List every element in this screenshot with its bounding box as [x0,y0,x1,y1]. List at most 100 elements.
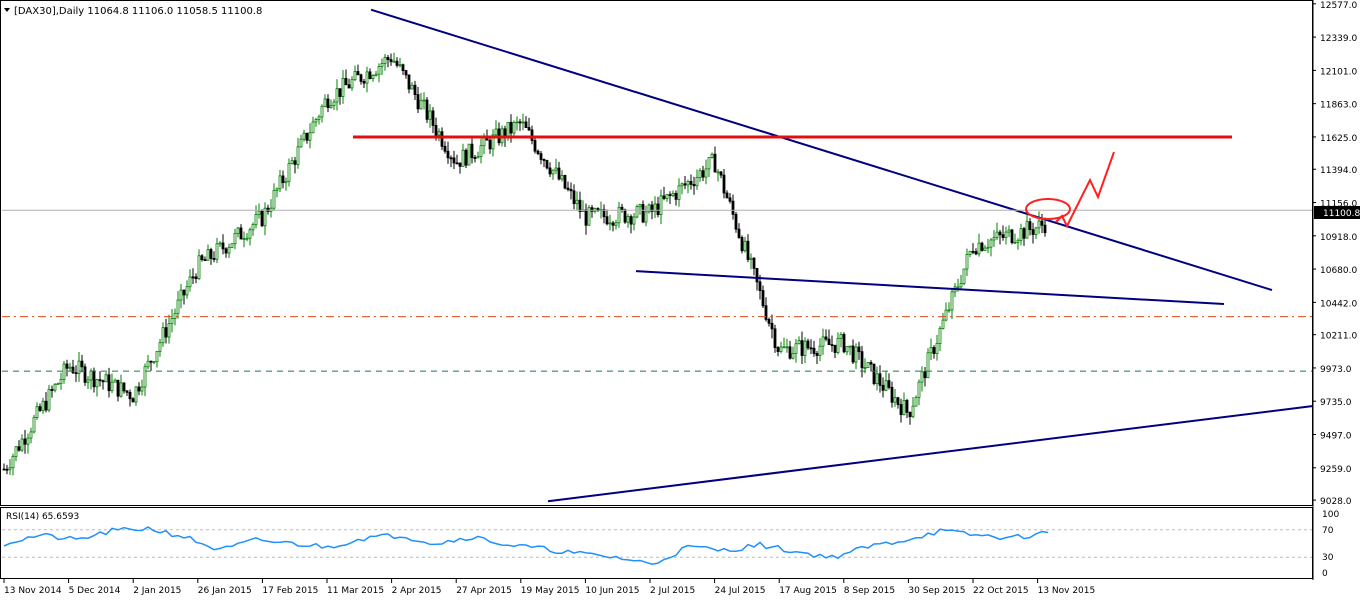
candle-body [23,438,27,445]
candle-body [416,94,420,110]
candle-body [437,131,441,136]
rsi-level-70: 70 [1322,526,1334,536]
candle-body [221,242,225,250]
candle-body [1034,227,1038,235]
candle-body [1013,241,1017,244]
time-tick-label: 2 Jan 2015 [133,586,181,596]
candle-body [431,110,435,126]
candle-body [755,268,759,283]
candle-body [1031,229,1035,235]
price-tick-label: 10918.0 [1320,233,1357,243]
candle-body [29,431,33,439]
candle-body [749,257,753,260]
candle-body [413,84,417,95]
candle-body [647,204,651,213]
candle-body [248,229,252,239]
candle-body [203,259,207,262]
time-tick-label: 22 Oct 2015 [973,586,1029,596]
candle-body [896,397,900,405]
candle-body [242,238,246,240]
candle-body [254,214,258,226]
price-tick-label: 11863.0 [1320,101,1357,111]
candle-body [776,347,780,352]
candle-body [464,149,468,166]
candle-body [1022,228,1026,239]
candle-body [674,192,678,200]
candle-body [611,222,615,226]
candle-body [668,194,672,196]
candle-body [305,132,309,141]
candle-body [80,360,84,368]
candle-body [785,346,789,349]
candle-body [191,276,195,279]
candle-body [638,204,642,208]
current-price-tag [1314,206,1360,219]
candle-body [926,352,930,379]
candle-body [815,353,819,356]
candle-body [170,318,174,325]
candle-body [959,283,963,288]
candle-body [992,237,996,241]
candle-body [419,99,423,110]
candle-body [467,143,471,166]
time-tick-label: 10 Jun 2015 [585,586,639,596]
candle-body [1001,234,1005,238]
time-tick-label: 5 Dec 2014 [69,586,121,596]
candle-body [989,239,993,248]
candle-body [917,381,921,398]
candle-body [722,174,726,194]
candle-body [365,71,369,84]
time-tick-label: 13 Nov 2015 [1038,586,1096,596]
candle-body [767,319,771,324]
time-tick-label: 11 Mar 2015 [327,586,384,596]
candle-body [536,150,540,155]
candle-body [173,312,177,319]
annotation-layer [1025,151,1115,229]
chart-menu-icon[interactable] [4,8,10,12]
candle-body [623,209,627,223]
candle-body [233,232,237,245]
candle-body [518,121,522,124]
candle-body [677,185,681,200]
candle-body [566,187,570,190]
candle-body [851,345,855,363]
candle-body [353,71,357,81]
candle-body [773,328,777,348]
price-tick-label: 12577.0 [1320,1,1357,11]
candle-body [545,160,549,169]
candle-body [158,342,162,352]
candle-body [869,362,873,365]
candle-body [1019,228,1023,241]
candle-body [923,371,927,379]
candle-body [479,145,483,158]
rsi-layer [2,526,1312,565]
candle-body [572,190,576,205]
candle-body [68,366,72,369]
candle-body [20,438,24,451]
candle-body [701,170,705,178]
candle-body [977,242,981,255]
candle-body [998,231,1002,236]
candle-body [197,255,201,280]
candle-body [698,170,702,178]
candle-body [35,406,39,419]
candle-body [800,340,804,356]
candle-body [914,396,918,407]
candle-body [893,397,897,403]
candle-body [650,204,654,212]
candle-body [473,157,477,159]
candle-body [890,386,894,403]
candle-body [392,60,396,63]
candle-body [614,222,618,226]
candle-body [461,149,465,167]
candle-body [341,78,345,97]
candle-body [629,216,633,225]
candle-body [470,143,474,158]
candle-body [911,405,915,418]
candle-body [1004,231,1008,238]
candle-body [707,157,711,170]
candle-body [632,216,636,225]
candle-body [662,195,666,199]
